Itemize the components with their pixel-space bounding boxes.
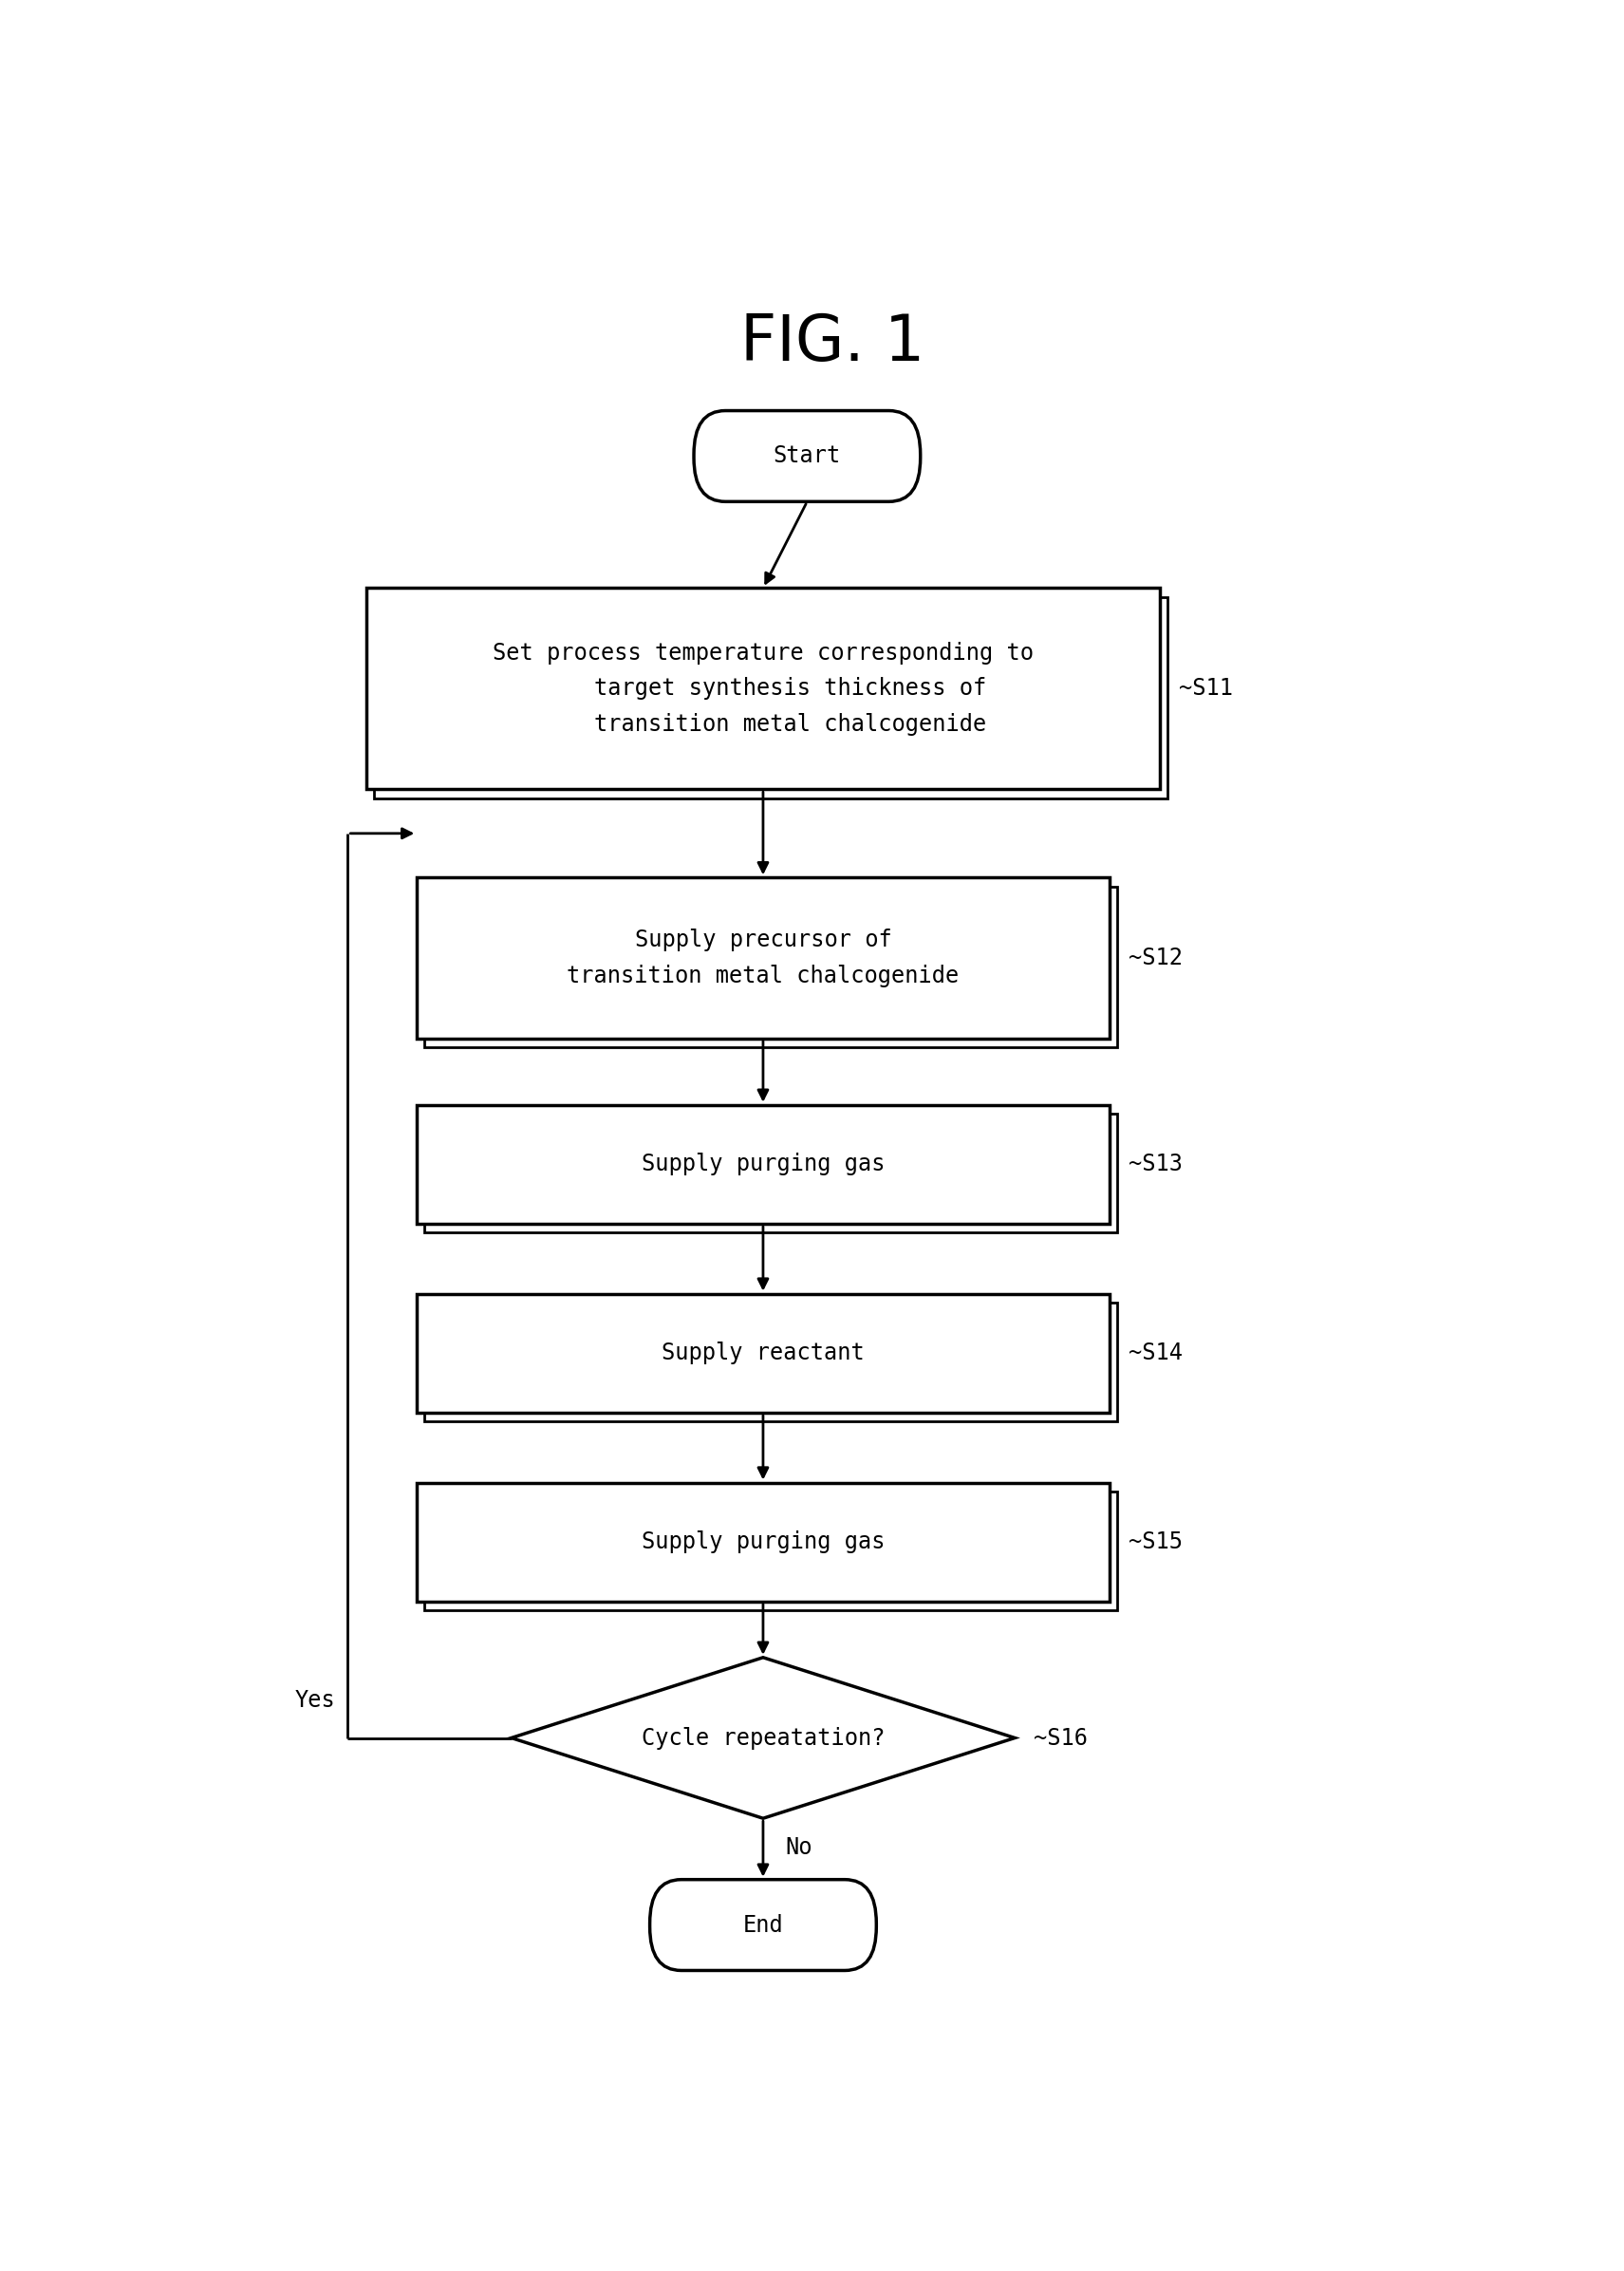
Text: Start: Start xyxy=(773,445,841,468)
Bar xyxy=(417,1294,1109,1413)
Text: ~S16: ~S16 xyxy=(1033,1726,1088,1749)
Text: ~S14: ~S14 xyxy=(1129,1342,1182,1365)
Bar xyxy=(424,1304,1117,1422)
Bar xyxy=(424,1113,1117,1233)
Text: FIG. 1: FIG. 1 xyxy=(741,311,924,375)
Bar xyxy=(374,597,1168,797)
Bar xyxy=(417,1483,1109,1601)
Bar xyxy=(424,1492,1117,1610)
Text: Supply purging gas: Supply purging gas xyxy=(641,1531,885,1553)
Text: ~S12: ~S12 xyxy=(1129,947,1182,970)
FancyBboxPatch shape xyxy=(693,411,921,502)
Bar xyxy=(417,1106,1109,1224)
Bar xyxy=(424,886,1117,1047)
Text: Cycle repeatation?: Cycle repeatation? xyxy=(641,1726,885,1749)
Text: ~S11: ~S11 xyxy=(1179,677,1233,699)
Text: Yes: Yes xyxy=(294,1690,335,1712)
Text: Supply purging gas: Supply purging gas xyxy=(641,1154,885,1176)
Polygon shape xyxy=(512,1658,1015,1819)
Text: End: End xyxy=(742,1914,783,1937)
Text: ~S13: ~S13 xyxy=(1129,1154,1182,1176)
Text: Supply reactant: Supply reactant xyxy=(661,1342,864,1365)
Text: Set process temperature corresponding to
    target synthesis thickness of
    t: Set process temperature corresponding to… xyxy=(492,643,1033,736)
Text: No: No xyxy=(786,1835,812,1858)
Bar xyxy=(367,588,1160,790)
FancyBboxPatch shape xyxy=(650,1880,877,1971)
Text: Supply precursor of
transition metal chalcogenide: Supply precursor of transition metal cha… xyxy=(567,929,960,988)
Bar xyxy=(417,877,1109,1038)
Text: ~S15: ~S15 xyxy=(1129,1531,1182,1553)
